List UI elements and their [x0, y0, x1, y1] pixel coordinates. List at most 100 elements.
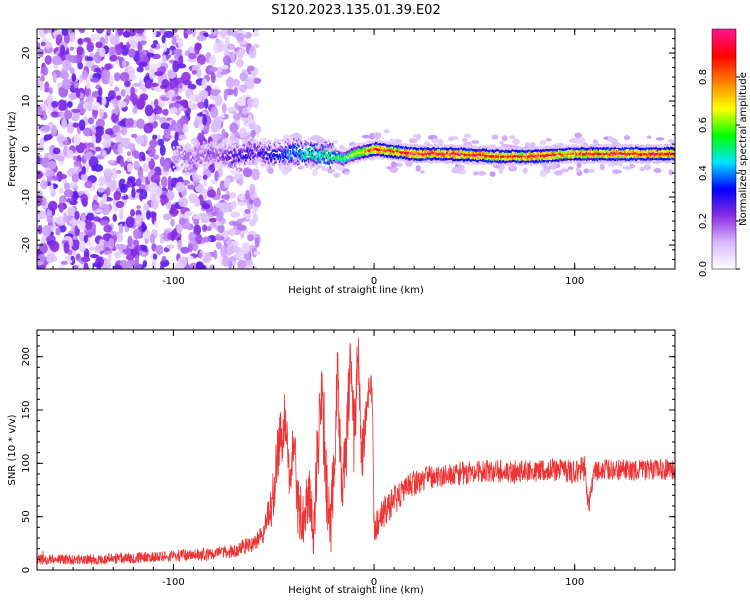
heatmap-cell — [298, 162, 300, 166]
heatmap-cell — [51, 55, 62, 66]
heatmap-cell — [638, 150, 641, 153]
heatmap-cell — [542, 160, 545, 163]
heatmap-cell — [568, 152, 571, 156]
heatmap-cell — [455, 156, 458, 159]
heatmap-cell — [353, 143, 356, 147]
heatmap-cell — [578, 157, 581, 160]
heatmap-cell — [93, 164, 104, 172]
heatmap-cell — [399, 143, 401, 146]
heatmap-cell — [236, 159, 239, 163]
heatmap-cell — [429, 147, 432, 151]
heatmap-cell — [216, 143, 218, 146]
heatmap-cell — [81, 166, 86, 175]
heatmap-cell — [273, 137, 276, 141]
heatmap-cell — [228, 146, 231, 149]
heatmap-cell — [432, 149, 435, 152]
heatmap-cell — [287, 151, 289, 155]
heatmap-cell — [198, 153, 200, 156]
heatmap-cell — [223, 156, 226, 160]
heatmap-cell — [578, 147, 581, 151]
heatmap-cell — [47, 160, 57, 170]
heatmap-cell — [589, 150, 592, 154]
heatmap-cell — [272, 159, 275, 162]
heatmap-cell — [95, 146, 102, 152]
heatmap-cell — [500, 155, 503, 159]
heatmap-cell — [104, 63, 112, 71]
heatmap-cell — [161, 79, 170, 88]
heatmap-cell — [285, 158, 288, 161]
heatmap-cell — [159, 156, 165, 167]
heatmap-cell — [186, 147, 188, 151]
heatmap-cell — [659, 157, 661, 161]
heatmap-cell — [358, 158, 361, 161]
heatmap-cell — [114, 251, 122, 259]
heatmap-cell — [580, 160, 583, 164]
heatmap-cell — [260, 142, 263, 145]
heatmap-cell — [210, 148, 212, 152]
heatmap-cell — [614, 158, 617, 162]
heatmap-cell — [662, 153, 665, 156]
heatmap-cell — [250, 46, 255, 52]
heatmap-cell — [289, 143, 292, 146]
heatmap-cell — [519, 162, 522, 165]
heatmap-cell — [212, 153, 215, 157]
heatmap-cell — [148, 211, 157, 218]
heatmap-cell — [305, 140, 308, 144]
heatmap-cell — [497, 146, 500, 150]
heatmap-cell — [576, 147, 578, 150]
heatmap-cell — [604, 150, 607, 154]
heatmap-cell — [383, 129, 390, 134]
heatmap-cell — [203, 98, 209, 110]
heatmap-cell — [344, 156, 347, 159]
heatmap-cell — [308, 142, 311, 145]
heatmap-cell — [346, 164, 348, 167]
heatmap-cell — [553, 148, 556, 151]
heatmap-cell — [571, 151, 574, 155]
heatmap-cell — [613, 151, 616, 155]
heatmap-cell — [302, 152, 305, 155]
heatmap-cell — [611, 151, 613, 155]
heatmap-cell — [565, 144, 568, 148]
heatmap-cell — [536, 157, 539, 161]
heatmap-cell — [548, 157, 551, 161]
heatmap-cell — [455, 147, 458, 151]
heatmap-cell — [255, 155, 258, 158]
heatmap-cell — [95, 128, 103, 135]
heatmap-cell — [377, 146, 380, 149]
heatmap-cell — [529, 147, 531, 151]
heatmap-cell — [399, 152, 401, 156]
heatmap-cell — [515, 154, 518, 158]
heatmap-cell — [617, 154, 619, 158]
heatmap-cell — [332, 151, 335, 154]
heatmap-cell — [155, 114, 161, 121]
heatmap-cell — [576, 153, 578, 156]
heatmap-cell — [517, 147, 519, 151]
heatmap-cell — [191, 69, 197, 75]
heatmap-cell — [349, 154, 352, 157]
heatmap-cell — [559, 145, 562, 148]
heatmap-cell — [601, 157, 604, 160]
heatmap-cell — [188, 161, 191, 164]
heatmap-cell — [597, 144, 600, 148]
y-tick-label: 50 — [21, 510, 32, 523]
heatmap-cell — [310, 141, 312, 145]
heatmap-cell — [394, 149, 397, 152]
heatmap-cell — [222, 153, 224, 156]
heatmap-cell — [39, 137, 44, 148]
heatmap-cell — [604, 157, 607, 161]
heatmap-cell — [395, 152, 398, 155]
heatmap-cell — [207, 146, 210, 150]
heatmap-cell — [488, 154, 491, 158]
heatmap-cell — [83, 234, 88, 244]
heatmap-cell — [571, 145, 574, 148]
heatmap-cell — [635, 158, 637, 162]
heatmap-cell — [519, 147, 522, 150]
heatmap-cell — [311, 143, 314, 147]
heatmap-cell — [130, 39, 138, 49]
heatmap-cell — [531, 159, 534, 163]
heatmap-cell — [253, 137, 256, 141]
heatmap-cell — [464, 147, 466, 151]
heatmap-cell — [660, 149, 663, 153]
heatmap-cell — [225, 164, 228, 168]
